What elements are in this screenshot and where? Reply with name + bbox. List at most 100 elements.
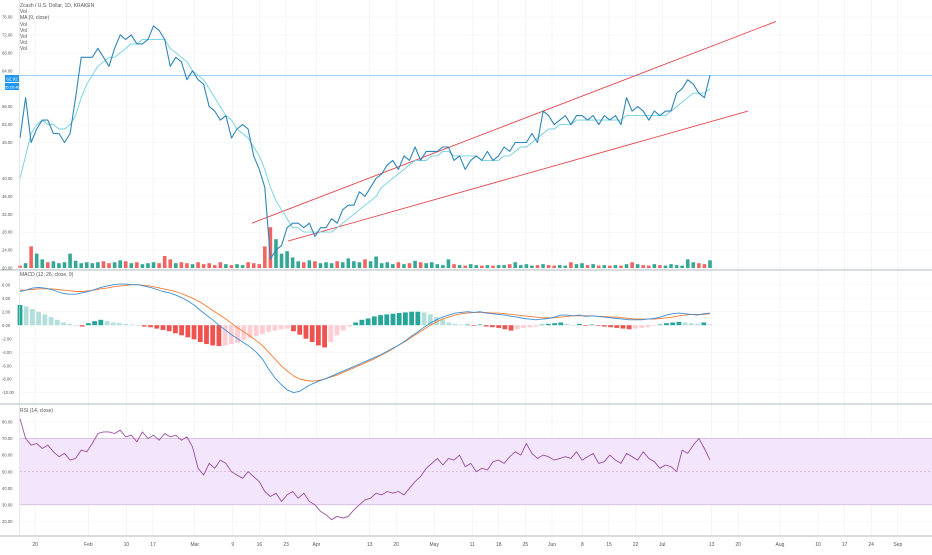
macd-histogram-bar: [85, 323, 91, 326]
macd-histogram-bar: [166, 325, 172, 332]
x-tick-label: Jul: [659, 542, 665, 548]
volume-bar: [40, 259, 45, 268]
volume-bar: [502, 265, 506, 268]
macd-histogram-bar: [521, 325, 526, 328]
macd-histogram-bar: [558, 322, 564, 326]
y-tick-label: -4.00: [2, 350, 12, 355]
volume-bar: [580, 263, 584, 268]
volume-bar: [151, 262, 156, 268]
volume-bar: [535, 265, 540, 268]
macd-histogram-bar: [117, 323, 122, 326]
volume-bar: [212, 265, 217, 268]
macd-histogram-bar: [123, 323, 129, 326]
volume-bar: [107, 263, 111, 268]
y-tick-label: -6.00: [2, 363, 12, 368]
macd-histogram-bar: [396, 313, 402, 326]
rsi-line: [19, 418, 711, 521]
macd-histogram-bar: [508, 325, 514, 331]
macd-histogram-bar: [303, 325, 309, 339]
volume-bar: [658, 265, 662, 268]
rsi-panel[interactable]: [19, 418, 711, 521]
y-tick-label: 40.00: [2, 486, 13, 491]
x-axis-labels: 20 Feb 10 17 Mar 9 16 23 Apr 13 20 May 11 18 25 Jun 8 15 2…: [32, 542, 902, 548]
y-tick-label: 72.00: [2, 32, 13, 37]
x-tick-label: 20: [32, 542, 38, 548]
current-price-label: 62.92: [6, 76, 18, 81]
macd-histogram-bar: [514, 325, 520, 330]
macd-histogram-bar: [421, 312, 427, 326]
macd-histogram-bar: [322, 325, 327, 348]
volume-bar: [602, 265, 607, 268]
x-tick-label: 24: [868, 542, 874, 548]
y-tick-label: 20.00: [2, 266, 13, 271]
y-tick-label: 56.00: [2, 104, 13, 109]
macd-histogram-bar: [577, 323, 582, 326]
macd-panel[interactable]: [17, 283, 713, 394]
macd-histogram-bar: [79, 325, 85, 327]
volume-bar: [691, 262, 696, 268]
volume-bar: [569, 262, 573, 268]
volume-bar: [263, 246, 267, 268]
x-tick-label: 8: [581, 542, 584, 548]
macd-histogram-bar: [284, 325, 290, 329]
volume-bar: [51, 261, 56, 268]
volume-bar: [674, 265, 679, 268]
panel-separators: [0, 0, 932, 537]
volume-bar: [546, 265, 551, 268]
macd-histogram-bar: [564, 323, 570, 326]
macd-histogram-bar: [670, 322, 676, 326]
volume-bar: [441, 265, 445, 268]
macd-histogram-bar: [241, 325, 247, 341]
price-line: [19, 25, 711, 260]
macd-histogram-bar: [297, 325, 303, 335]
x-tick-label: 13: [709, 542, 715, 548]
macd-histogram-bar: [141, 325, 147, 327]
volume-bar: [235, 264, 239, 268]
volume-bar: [190, 264, 195, 268]
volume-bar: [340, 262, 345, 268]
volume-bar: [463, 265, 467, 268]
y-tick-label: -2.00: [2, 336, 12, 341]
macd-histogram-bar: [235, 325, 240, 343]
rsi-legend: RSI (14, close): [20, 408, 53, 414]
volume-bar: [513, 262, 518, 268]
volume-bar: [207, 263, 211, 268]
volume-bar: [257, 264, 262, 268]
x-tick-label: Feb: [84, 542, 93, 548]
volume-bar: [652, 264, 657, 268]
macd-histogram-bar: [67, 323, 73, 326]
volume-bar: [157, 263, 161, 268]
volume-bar: [285, 251, 289, 268]
macd-histogram-bar: [315, 325, 321, 346]
macd-histogram-bar: [154, 325, 160, 329]
y-tick-label: 32.00: [2, 212, 13, 217]
macd-histogram-bar: [347, 325, 352, 327]
volume-bar: [574, 264, 579, 268]
x-tick-label: 20: [735, 542, 741, 548]
macd-histogram-bar: [185, 325, 191, 338]
macd-histogram-bar: [477, 324, 483, 326]
y-tick-label: 68.00: [2, 50, 13, 55]
legend-item: Vol: [20, 27, 27, 34]
macd-histogram-bar: [682, 322, 688, 326]
trend-channel-line: [287, 110, 749, 242]
volume-bar: [123, 261, 128, 268]
macd-histogram-bar: [409, 311, 415, 326]
macd-histogram-bar: [371, 316, 377, 326]
y-tick-label: 30.00: [2, 502, 13, 507]
volume-bar: [246, 262, 250, 268]
volume-bar: [290, 257, 295, 268]
volume-bar: [685, 259, 690, 268]
volume-bar: [491, 265, 495, 268]
volume-bar: [251, 263, 256, 268]
rsi-legend-label: RSI (14, close): [20, 408, 54, 414]
macd-histogram-bar: [61, 322, 66, 326]
x-tick-label: 18: [496, 542, 502, 548]
volume-bar: [368, 261, 373, 268]
volume-bar: [680, 265, 684, 268]
price-panel[interactable]: [19, 21, 932, 260]
y-tick-label: 6.00: [2, 282, 11, 287]
y-tick-label: 36.00: [2, 194, 13, 199]
